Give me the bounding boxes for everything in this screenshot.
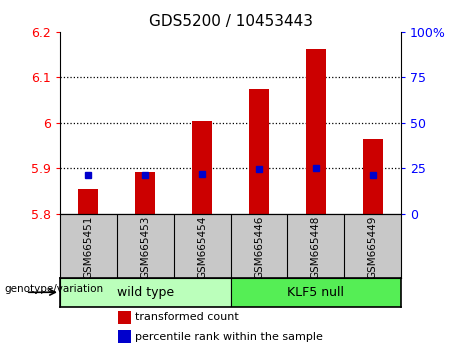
Title: GDS5200 / 10453443: GDS5200 / 10453443 bbox=[148, 14, 313, 29]
Bar bbox=[230, 278, 401, 307]
Text: genotype/variation: genotype/variation bbox=[5, 284, 104, 293]
Bar bbox=[60, 278, 230, 307]
Text: wild type: wild type bbox=[117, 286, 174, 299]
Bar bbox=[118, 311, 131, 324]
Text: GSM665453: GSM665453 bbox=[140, 216, 150, 279]
Text: GSM665454: GSM665454 bbox=[197, 216, 207, 279]
Text: GSM665446: GSM665446 bbox=[254, 216, 264, 279]
Bar bbox=[118, 330, 131, 343]
Bar bbox=[363, 139, 383, 214]
Text: transformed count: transformed count bbox=[135, 312, 239, 322]
Bar bbox=[192, 121, 212, 214]
Bar bbox=[306, 49, 326, 214]
Text: GSM665448: GSM665448 bbox=[311, 216, 321, 279]
Bar bbox=[78, 189, 98, 214]
Text: GSM665449: GSM665449 bbox=[367, 216, 378, 279]
Bar bbox=[135, 172, 155, 214]
Text: percentile rank within the sample: percentile rank within the sample bbox=[135, 331, 323, 342]
Text: GSM665451: GSM665451 bbox=[83, 216, 94, 279]
Text: KLF5 null: KLF5 null bbox=[287, 286, 344, 299]
Bar bbox=[249, 89, 269, 214]
